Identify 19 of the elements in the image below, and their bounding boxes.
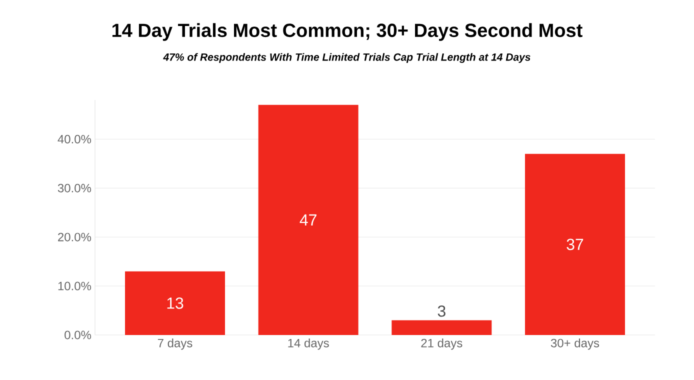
y-tick-label: 40.0%: [58, 134, 92, 144]
data-label: 37: [566, 238, 584, 250]
y-tick-label: 30.0%: [58, 184, 92, 192]
data-label: 47: [300, 214, 316, 226]
x-tick-label: 7 days: [158, 338, 192, 350]
x-tick-label: 30+ days: [550, 338, 600, 350]
y-tick-label: 0.0%: [64, 330, 92, 340]
bar: [125, 271, 226, 335]
bar: [524, 154, 625, 335]
bar: [258, 104, 358, 335]
y-tick-label: 20.0%: [58, 232, 92, 242]
y-tick-label: 10.0%: [58, 282, 92, 290]
chart-title: 14 Day Trials Most Common; 30+ Days Second Most: [112, 23, 582, 41]
bar: [392, 320, 492, 335]
x-tick-label: 14 days: [288, 338, 329, 350]
chart-subtitle: 47% of Respondents With Time Limited Trials Cap Trial Length at 14 Days: [163, 53, 530, 63]
data-label: 3: [438, 305, 446, 317]
data-label: 13: [167, 298, 184, 309]
x-tick-label: 21 days: [421, 338, 462, 350]
